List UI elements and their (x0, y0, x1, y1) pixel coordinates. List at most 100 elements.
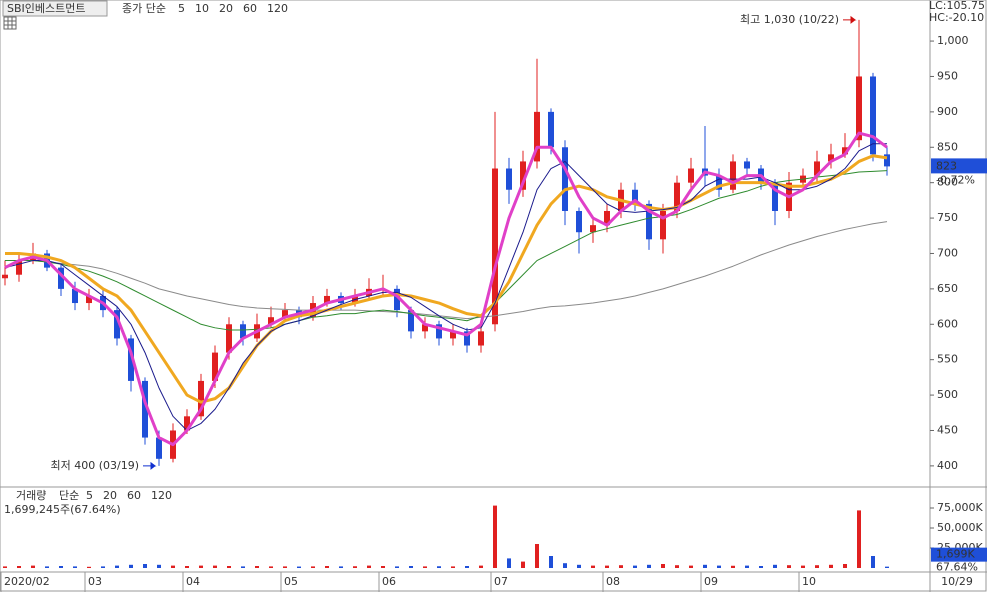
last-price-box (931, 158, 987, 174)
volume-bar (129, 564, 133, 568)
volume-bar (325, 566, 329, 568)
candle-body (282, 310, 288, 318)
volume-bar (605, 565, 609, 568)
candle-body (408, 310, 414, 332)
candle-body (506, 168, 512, 190)
high-annotation: 최고 1,030 (10/22) (740, 13, 839, 26)
volume-bar (619, 565, 623, 568)
volume-bar (395, 566, 399, 568)
volume-bar (871, 556, 875, 568)
candle-body (114, 310, 120, 339)
lc-label: LC:105.75 (929, 0, 985, 12)
volume-bar (353, 566, 357, 568)
x-tick-label: 06 (382, 575, 396, 588)
volume-bar (409, 566, 413, 568)
volume-bar (227, 566, 231, 568)
legend-entry[interactable]: 20 (103, 489, 117, 502)
y-tick-label: 550 (937, 353, 958, 366)
volume-bar (479, 565, 483, 568)
legend-entry[interactable]: 120 (267, 2, 288, 15)
candle-body (464, 331, 470, 346)
volume-bar (661, 564, 665, 568)
volume-bar (815, 565, 819, 568)
candle-body (590, 225, 596, 233)
legend-entry[interactable]: 5 (86, 489, 93, 502)
volume-bar (703, 564, 707, 568)
candle-body (394, 288, 400, 311)
candle-body (2, 274, 8, 279)
x-tick-label: 10 (802, 575, 816, 588)
x-tick-label: 04 (186, 575, 200, 588)
volume-bar (157, 564, 161, 568)
y-tick-label: 750 (937, 211, 958, 224)
volume-bar (857, 510, 861, 568)
candle-body (184, 416, 190, 431)
candle-body (828, 154, 834, 162)
ma-line (5, 154, 888, 404)
volume-bar (801, 565, 805, 568)
candle-body (520, 161, 526, 190)
candle-body (660, 210, 666, 240)
candle-body (884, 154, 890, 167)
x-end-label: 10/29 (941, 575, 973, 588)
volume-bar (171, 565, 175, 568)
y-tick-label: 600 (937, 317, 958, 330)
candle-body (730, 161, 736, 190)
volume-bar (101, 566, 105, 568)
candle-body (142, 380, 148, 438)
volume-bar (381, 566, 385, 568)
candle-body (534, 111, 540, 162)
last-volume: 1,699K (936, 548, 975, 561)
candle-body (562, 147, 568, 211)
legend-entry[interactable]: 5 (178, 2, 185, 15)
volume-ratio: 67.64% (936, 561, 978, 574)
candle-body (604, 210, 610, 226)
candle-body (688, 168, 694, 183)
y-tick-label: 400 (937, 459, 958, 472)
change-label: -0.72% (936, 173, 975, 186)
candle-body (744, 161, 750, 169)
candle-body (324, 295, 330, 304)
candle-body (240, 324, 246, 339)
volume-bar (717, 565, 721, 568)
volume-bar (213, 565, 217, 568)
volume-bar (731, 565, 735, 568)
volume-bar (283, 566, 287, 568)
volume-title: 거래량 (16, 489, 46, 502)
volume-bar (297, 566, 301, 568)
candle-body (814, 161, 820, 176)
y-tick-label: 850 (937, 140, 958, 153)
volume-bar (143, 564, 147, 568)
volume-bar (17, 566, 21, 568)
legend-entry[interactable]: 20 (219, 2, 233, 15)
y-tick-label: 800 (937, 176, 958, 189)
volume-bar (885, 566, 889, 568)
volume-bar (563, 563, 567, 568)
x-tick-label: 2020/02 (4, 575, 50, 588)
candle-body (632, 189, 638, 204)
candle-body (16, 260, 22, 275)
table-icon[interactable] (3, 16, 17, 30)
x-tick-label: 08 (606, 575, 620, 588)
candle-body (772, 182, 778, 211)
ma-line (4, 131, 888, 447)
volume-bar (73, 566, 77, 568)
last-volume-box (931, 547, 987, 562)
volume-bar (339, 566, 343, 568)
legend-entry[interactable]: 60 (243, 2, 257, 15)
legend-entry[interactable]: 120 (151, 489, 172, 502)
candle-body (436, 324, 442, 339)
y-tick-label: 650 (937, 282, 958, 295)
volume-subtitle: 1,699,245주(67.64%) (4, 503, 121, 516)
candle-body (856, 76, 862, 141)
candle-body (716, 175, 722, 190)
candle-body (450, 331, 456, 339)
candle-body (156, 437, 162, 459)
volume-bar (255, 566, 259, 568)
x-tick-label: 05 (284, 575, 298, 588)
legend-entry[interactable]: 60 (127, 489, 141, 502)
legend-entry[interactable]: 10 (195, 2, 209, 15)
volume-bar (31, 565, 35, 568)
title-box (2, 0, 108, 17)
candle-body (86, 295, 92, 304)
